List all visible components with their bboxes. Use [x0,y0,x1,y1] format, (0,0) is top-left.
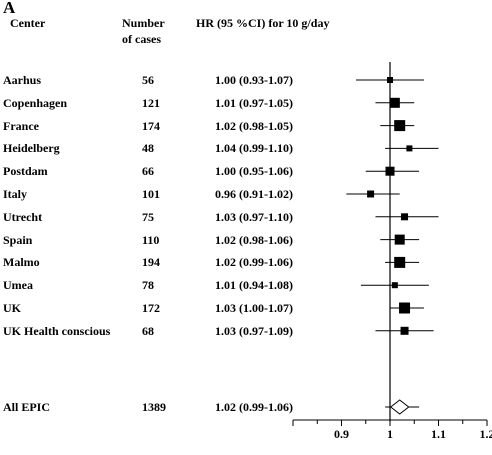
x-tick-label: 1.2 [480,427,492,441]
hr-square [399,302,411,314]
summary-center-label: All EPIC [3,400,51,414]
hr-square [394,120,406,132]
hr-square [387,77,393,83]
row-center-label: Spain [3,232,33,247]
summary-diamond [389,399,410,415]
summary-cases-label: 1389 [142,400,166,414]
row-cases-label: 68 [142,323,154,338]
row-cases-label: 48 [142,141,154,156]
hr-square [394,234,405,245]
row-cases-label: 172 [142,301,160,315]
row-hr-label: 0.96 (0.91-1.02) [215,187,293,201]
row-center-label: France [3,118,39,133]
row-center-label: Utrecht [3,209,43,224]
row-hr-label: 1.01 (0.97-1.05) [215,95,293,110]
hr-square [400,326,409,335]
header-number: Number [122,16,165,30]
row-hr-label: 1.00 (0.93-1.07) [215,73,293,87]
row-cases-label: 174 [142,118,160,133]
x-tick-label: 1.1 [431,427,446,441]
hr-square [389,97,400,108]
row-hr-label: 1.02 (0.99-1.06) [215,255,293,270]
row-center-label: UK Health conscious [3,323,111,338]
row-cases-label: 78 [142,278,154,293]
x-tick-label: 0.9 [334,427,349,441]
row-center-label: UK [3,301,21,315]
row-hr-label: 1.01 (0.94-1.08) [215,278,293,293]
row-center-label: Italy [3,187,27,201]
row-cases-label: 121 [142,95,160,110]
summary-hr-label: 1.02 (0.99-1.06) [215,400,293,414]
hr-square [394,256,406,268]
row-hr-label: 1.03 (0.97-1.09) [215,323,293,338]
row-cases-label: 110 [142,232,160,247]
row-center-label: Postdam [3,164,48,179]
hr-square [367,190,375,198]
row-center-label: Umea [3,278,33,293]
header-hr: HR (95 %CI) for 10 g/day [196,16,330,30]
row-hr-label: 1.00 (0.95-1.06) [215,164,293,179]
hr-square [385,166,395,176]
row-center-label: Copenhagen [3,95,68,110]
hr-square [391,282,398,289]
hr-square [406,145,413,152]
row-center-label: Heidelberg [3,141,60,156]
panel-label: A [3,0,16,17]
row-cases-label: 66 [142,164,154,179]
row-center-label: Aarhus [3,73,42,87]
row-hr-label: 1.03 (1.00-1.07) [215,301,293,315]
x-tick-label: 1 [387,427,393,441]
header-of-cases: of cases [122,32,161,46]
hr-square [401,213,409,221]
row-cases-label: 194 [142,255,160,270]
header-center: Center [10,16,46,30]
row-hr-label: 1.03 (0.97-1.10) [215,209,293,224]
row-cases-label: 75 [142,209,154,224]
row-cases-label: 101 [142,187,160,201]
row-center-label: Malmo [3,255,40,270]
row-hr-label: 1.02 (0.98-1.05) [215,118,293,133]
row-hr-label: 1.02 (0.98-1.06) [215,232,293,247]
row-cases-label: 56 [142,73,154,87]
row-hr-label: 1.04 (0.99-1.10) [215,141,293,156]
